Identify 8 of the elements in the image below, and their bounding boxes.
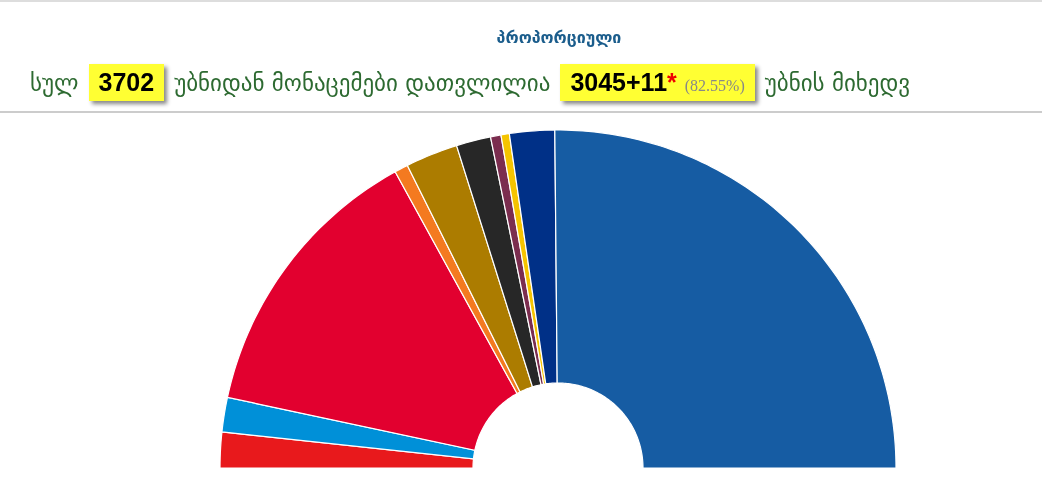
- text: უბნის მიხედვ: [764, 69, 911, 96]
- text: სულ: [30, 69, 79, 96]
- text: (82.55%): [684, 77, 745, 94]
- text: უბნიდან მონაცემები დათვლილია: [174, 69, 551, 96]
- text: 3045+11: [570, 68, 668, 96]
- text: *: [667, 68, 677, 96]
- text: 3702: [98, 68, 155, 96]
- chart-title: პროპორციული: [495, 28, 623, 47]
